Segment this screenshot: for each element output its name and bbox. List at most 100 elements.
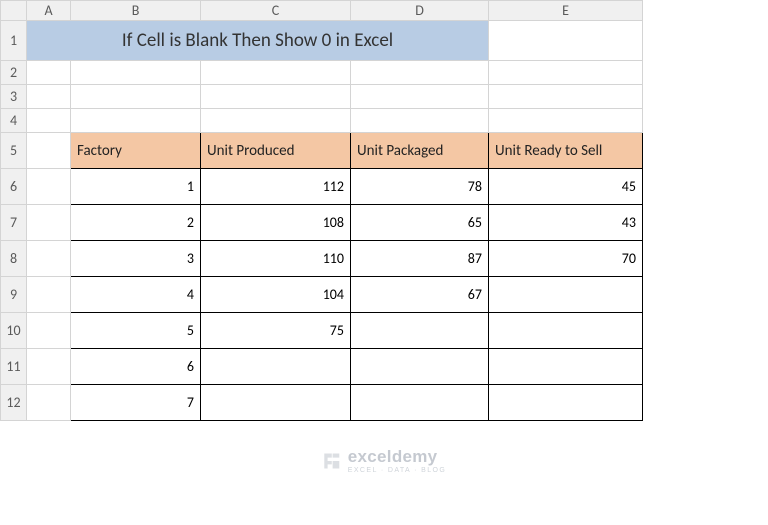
cell[interactable] bbox=[489, 109, 643, 133]
cell[interactable] bbox=[489, 313, 643, 349]
table-cell-value: 70 bbox=[489, 241, 642, 276]
cell[interactable] bbox=[71, 109, 201, 133]
row-header[interactable]: 6 bbox=[1, 169, 27, 205]
table-cell-value bbox=[489, 385, 642, 420]
cell[interactable]: If Cell is Blank Then Show 0 in Excel bbox=[27, 21, 489, 61]
row-header[interactable]: 5 bbox=[1, 133, 27, 169]
cell[interactable] bbox=[27, 385, 71, 421]
cell[interactable]: 3 bbox=[71, 241, 201, 277]
cell[interactable] bbox=[351, 385, 489, 421]
cell[interactable]: 4 bbox=[71, 277, 201, 313]
cell[interactable]: 112 bbox=[201, 169, 351, 205]
cell[interactable]: 75 bbox=[201, 313, 351, 349]
watermark-sub-text: EXCEL · DATA · BLOG bbox=[348, 467, 446, 474]
cell[interactable]: 70 bbox=[489, 241, 643, 277]
cell[interactable]: 104 bbox=[201, 277, 351, 313]
row-header[interactable]: 7 bbox=[1, 205, 27, 241]
select-all-corner[interactable] bbox=[1, 1, 27, 21]
row-header[interactable]: 3 bbox=[1, 85, 27, 109]
column-header[interactable]: B bbox=[71, 1, 201, 21]
cell[interactable] bbox=[201, 61, 351, 85]
row-header[interactable]: 2 bbox=[1, 61, 27, 85]
row-header[interactable]: 11 bbox=[1, 349, 27, 385]
cell[interactable]: Factory bbox=[71, 133, 201, 169]
cell[interactable]: 5 bbox=[71, 313, 201, 349]
cell[interactable] bbox=[71, 61, 201, 85]
cell[interactable]: 2 bbox=[71, 205, 201, 241]
cell[interactable] bbox=[489, 385, 643, 421]
cell[interactable]: Unit Produced bbox=[201, 133, 351, 169]
cell[interactable]: 108 bbox=[201, 205, 351, 241]
row-header[interactable]: 1 bbox=[1, 21, 27, 61]
cell[interactable] bbox=[489, 61, 643, 85]
table-cell-value: 1 bbox=[71, 169, 200, 204]
cell[interactable]: 43 bbox=[489, 205, 643, 241]
table-cell-value: 112 bbox=[201, 169, 350, 204]
cell[interactable]: 65 bbox=[351, 205, 489, 241]
table-cell-value: 78 bbox=[351, 169, 488, 204]
row-header[interactable]: 9 bbox=[1, 277, 27, 313]
table-cell-value: 7 bbox=[71, 385, 200, 420]
watermark-main-text: exceldemy bbox=[348, 448, 446, 465]
cell[interactable] bbox=[201, 349, 351, 385]
table-cell-value bbox=[351, 349, 488, 384]
cell[interactable] bbox=[201, 109, 351, 133]
cell[interactable]: 45 bbox=[489, 169, 643, 205]
cell[interactable] bbox=[27, 169, 71, 205]
sheet-title: If Cell is Blank Then Show 0 in Excel bbox=[27, 21, 488, 60]
cell[interactable]: Unit Ready to Sell bbox=[489, 133, 643, 169]
row-header[interactable]: 8 bbox=[1, 241, 27, 277]
cell[interactable]: 67 bbox=[351, 277, 489, 313]
cell[interactable]: 7 bbox=[71, 385, 201, 421]
table-cell-value: 110 bbox=[201, 241, 350, 276]
table-cell-value bbox=[489, 313, 642, 348]
cell[interactable] bbox=[27, 85, 71, 109]
row-header[interactable]: 10 bbox=[1, 313, 27, 349]
cell[interactable] bbox=[489, 85, 643, 109]
cell[interactable] bbox=[351, 61, 489, 85]
cell[interactable]: 87 bbox=[351, 241, 489, 277]
cell[interactable]: 1 bbox=[71, 169, 201, 205]
table-cell-value: 4 bbox=[71, 277, 200, 312]
cell[interactable] bbox=[71, 85, 201, 109]
table-cell-value bbox=[489, 349, 642, 384]
table-column-header: Unit Packaged bbox=[351, 133, 488, 168]
table-cell-value: 87 bbox=[351, 241, 488, 276]
cell[interactable] bbox=[489, 277, 643, 313]
cell[interactable]: 110 bbox=[201, 241, 351, 277]
table-column-header: Factory bbox=[71, 133, 200, 168]
cell[interactable] bbox=[27, 205, 71, 241]
row-header[interactable]: 12 bbox=[1, 385, 27, 421]
cell[interactable] bbox=[351, 349, 489, 385]
cell[interactable] bbox=[351, 313, 489, 349]
cell[interactable] bbox=[489, 349, 643, 385]
cell[interactable] bbox=[27, 61, 71, 85]
cell[interactable] bbox=[27, 133, 71, 169]
column-header[interactable]: D bbox=[351, 1, 489, 21]
cell[interactable]: 6 bbox=[71, 349, 201, 385]
table-cell-value: 75 bbox=[201, 313, 350, 348]
cell[interactable]: Unit Packaged bbox=[351, 133, 489, 169]
cell[interactable] bbox=[351, 85, 489, 109]
watermark-icon bbox=[322, 451, 342, 471]
cell[interactable] bbox=[201, 85, 351, 109]
cell[interactable] bbox=[27, 109, 71, 133]
cell[interactable] bbox=[27, 313, 71, 349]
cell[interactable] bbox=[27, 277, 71, 313]
cell[interactable] bbox=[351, 109, 489, 133]
table-cell-value bbox=[351, 385, 488, 420]
column-header[interactable]: E bbox=[489, 1, 643, 21]
table-cell-value bbox=[489, 277, 642, 312]
cell[interactable] bbox=[201, 385, 351, 421]
cell[interactable]: 78 bbox=[351, 169, 489, 205]
table-cell-value: 6 bbox=[71, 349, 200, 384]
cell[interactable] bbox=[27, 349, 71, 385]
cell[interactable] bbox=[27, 241, 71, 277]
column-header[interactable]: A bbox=[27, 1, 71, 21]
table-cell-value: 104 bbox=[201, 277, 350, 312]
table-cell-value: 65 bbox=[351, 205, 488, 240]
row-header[interactable]: 4 bbox=[1, 109, 27, 133]
spreadsheet-grid[interactable]: ABCDE1If Cell is Blank Then Show 0 in Ex… bbox=[0, 0, 643, 421]
column-header[interactable]: C bbox=[201, 1, 351, 21]
cell[interactable] bbox=[489, 21, 643, 61]
